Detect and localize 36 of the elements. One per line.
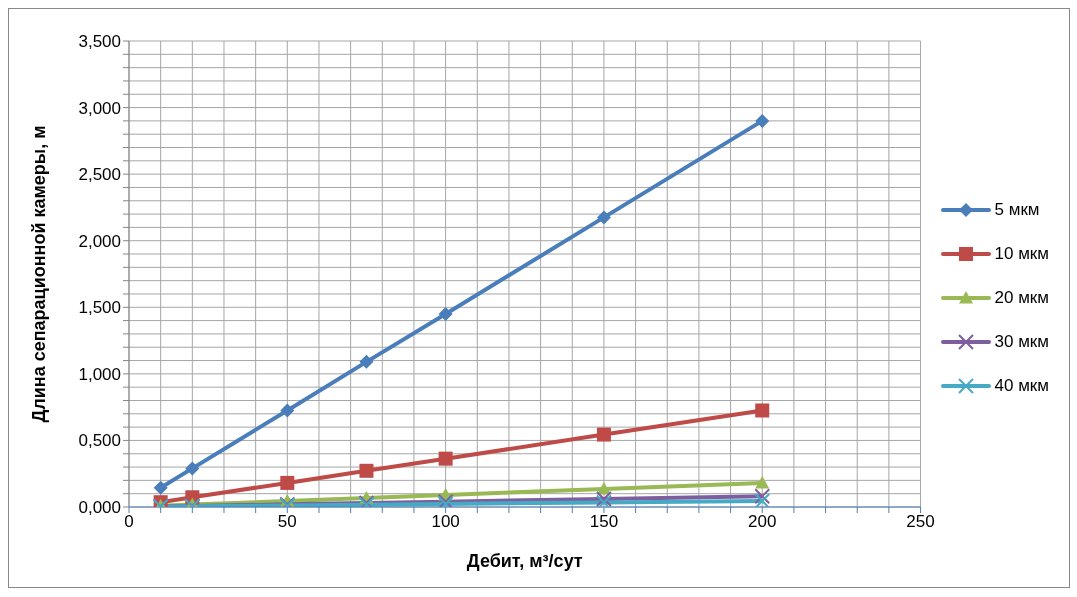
y-tick-label: 0,500	[78, 431, 121, 451]
point	[754, 488, 771, 505]
x-axis-title: Дебит, м³/сут	[466, 551, 583, 571]
point	[596, 210, 611, 225]
x-tick-label: 250	[906, 512, 935, 532]
point	[438, 306, 453, 321]
y-tick-label: 3,500	[78, 32, 121, 52]
point	[438, 451, 453, 466]
y-tick-label: 3,000	[78, 98, 121, 118]
legend-label: 40 мкм	[994, 376, 1049, 396]
y-tick-label: 2,500	[78, 165, 121, 185]
point	[755, 403, 770, 418]
legend-label: 20 мкм	[994, 288, 1049, 308]
point	[359, 463, 374, 478]
y-tick-label: 0,000	[78, 498, 121, 518]
point	[754, 493, 771, 507]
point	[359, 354, 374, 369]
point	[280, 403, 295, 418]
x-tick-label: 50	[277, 512, 297, 532]
y-tick-label: 1,500	[78, 298, 121, 318]
point	[596, 427, 611, 442]
point	[755, 113, 770, 128]
point	[755, 475, 770, 489]
legend-label: 5 мкм	[994, 200, 1040, 220]
legend-label: 30 мкм	[994, 332, 1049, 352]
point	[280, 475, 295, 490]
x-tick-label: 0	[124, 512, 134, 532]
x-tick-label: 150	[589, 512, 619, 532]
point	[153, 480, 168, 495]
legend-label: 10 мкм	[994, 244, 1049, 264]
y-tick-label: 2,000	[78, 231, 121, 251]
x-tick-label: 200	[748, 512, 777, 532]
y-tick-label: 1,000	[78, 364, 121, 384]
y-axis-title: Длина сепарационной камеры, м	[29, 125, 50, 423]
point	[185, 461, 200, 476]
x-tick-label: 100	[431, 512, 460, 532]
